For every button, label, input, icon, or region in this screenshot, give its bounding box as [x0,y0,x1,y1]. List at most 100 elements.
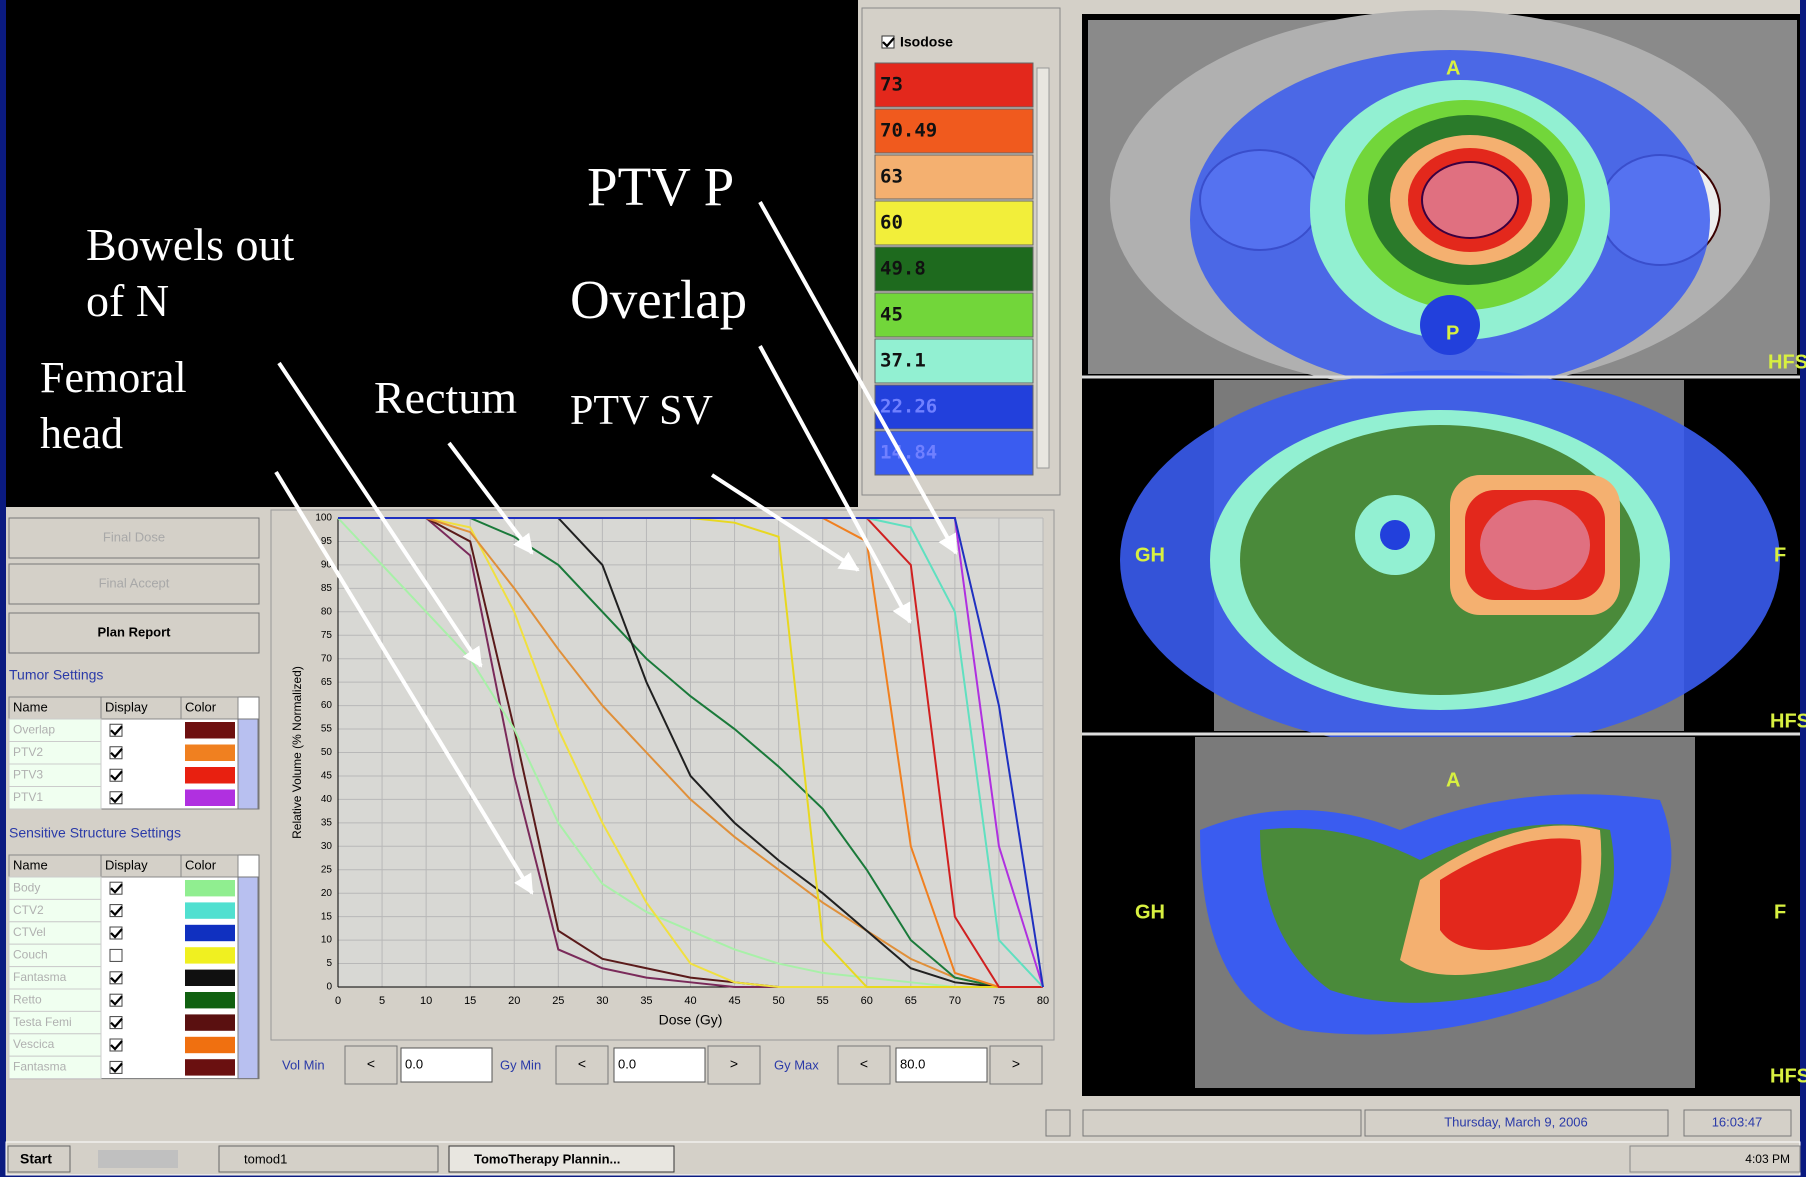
x-tick-label: 55 [817,995,829,1007]
y-tick-label: 85 [321,583,333,594]
x-tick-label: 10 [420,995,432,1007]
column-header: Color [185,857,217,872]
y-tick-label: 0 [326,982,332,993]
isodose-value: 49.8 [880,258,926,280]
color-swatch [185,1059,235,1075]
field-value: 0.0 [405,1056,423,1071]
annotation-label: of N [86,275,169,326]
color-swatch [185,745,235,762]
isodose-value: 73 [880,74,903,96]
x-tick-label: 65 [905,995,917,1007]
x-axis-title: Dose (Gy) [659,1012,723,1028]
color-swatch [185,947,235,963]
table-title: Sensitive Structure Settings [9,825,181,841]
y-tick-label: 100 [315,513,332,524]
x-tick-label: 25 [552,995,564,1007]
row-name: Couch [13,948,48,962]
orientation-label: F [1774,901,1786,923]
isodose-value: 45 [880,304,903,326]
step-label: > [1012,1056,1020,1072]
x-tick-label: 60 [861,995,873,1007]
column-header: Color [185,699,217,714]
orientation-label: GH [1135,901,1165,923]
step-label: < [367,1056,375,1072]
quick-launch[interactable] [98,1150,178,1168]
annotation-label: PTV SV [570,388,713,434]
x-tick-label: 70 [949,995,961,1007]
row-name: PTV3 [13,767,43,781]
x-tick-label: 20 [508,995,520,1007]
task-label[interactable]: TomoTherapy Plannin... [474,1151,620,1166]
x-tick-label: 45 [728,995,740,1007]
orientation-label: P [1446,322,1459,344]
control-label: Gy Max [774,1057,819,1072]
step-label: > [730,1056,738,1072]
orientation-label: HFS [1770,710,1806,732]
checkbox[interactable] [110,949,122,961]
button-label: Final Dose [103,529,165,544]
y-tick-label: 25 [321,864,333,875]
color-swatch [185,790,235,807]
x-tick-label: 15 [464,995,476,1007]
y-tick-label: 35 [321,817,333,828]
isodose-scrollbar[interactable] [1037,68,1049,468]
step-label: < [860,1056,868,1072]
orientation-label: GH [1135,544,1165,566]
column-header: Display [105,699,148,714]
start-label[interactable]: Start [20,1151,52,1167]
x-tick-label: 75 [993,995,1005,1007]
color-swatch [185,722,235,739]
table-title: Tumor Settings [9,667,103,683]
y-tick-label: 10 [321,935,333,946]
y-tick-label: 75 [321,630,333,641]
y-tick-label: 5 [326,958,332,969]
annotation-label: Rectum [374,372,517,423]
y-tick-label: 65 [321,677,333,688]
task-label[interactable]: tomod1 [244,1151,287,1166]
annotation-label: Femoral [40,353,187,402]
status-time: 16:03:47 [1712,1114,1763,1129]
page: Bowels outof NFemoralheadRectumPTV POver… [0,0,1806,1177]
row-name: Testa Femi [13,1015,72,1029]
field-value: 80.0 [900,1056,925,1071]
ct-view-axial [1088,10,1797,390]
y-tick-label: 50 [321,747,333,758]
x-tick-label: 80 [1037,995,1049,1007]
y-tick-label: 45 [321,771,333,782]
orientation-label: HFS [1768,351,1806,373]
row-name: CTV2 [13,903,44,917]
annotation-label: Overlap [570,269,747,330]
screen: Bowels outof NFemoralheadRectumPTV POver… [0,0,1806,1177]
annotation-label: Bowels out [86,219,295,270]
button-label: Plan Report [98,624,172,639]
row-name: Retto [13,992,42,1006]
isodose-value: 14.84 [880,442,937,464]
isodose-value: 22.26 [880,396,937,418]
color-swatch [185,767,235,784]
row-name: Fantasma [13,970,67,984]
y-tick-label: 40 [321,794,333,805]
y-tick-label: 30 [321,841,333,852]
ct-view-sagittal [1120,370,1780,750]
orientation-label: HFS [1770,1065,1806,1087]
color-swatch [185,1014,235,1030]
button-label: Final Accept [99,575,170,590]
color-swatch [185,880,235,896]
field-value: 0.0 [618,1056,636,1071]
ct-view-coronal [1195,737,1695,1088]
step-label: < [578,1056,586,1072]
clock: 4:03 PM [1745,1152,1790,1166]
y-tick-label: 70 [321,653,333,664]
table-scrollbar[interactable] [238,877,258,1079]
x-tick-label: 35 [640,995,652,1007]
isodose-value: 60 [880,212,903,234]
y-tick-label: 55 [321,724,333,735]
column-header: Name [13,857,48,872]
color-swatch [185,1037,235,1053]
y-axis-title: Relative Volume (% Normalized) [290,666,304,839]
column-header: Name [13,699,48,714]
color-swatch [185,925,235,941]
row-name: PTV2 [13,745,43,759]
y-tick-label: 15 [321,911,333,922]
table-scrollbar[interactable] [238,719,258,809]
